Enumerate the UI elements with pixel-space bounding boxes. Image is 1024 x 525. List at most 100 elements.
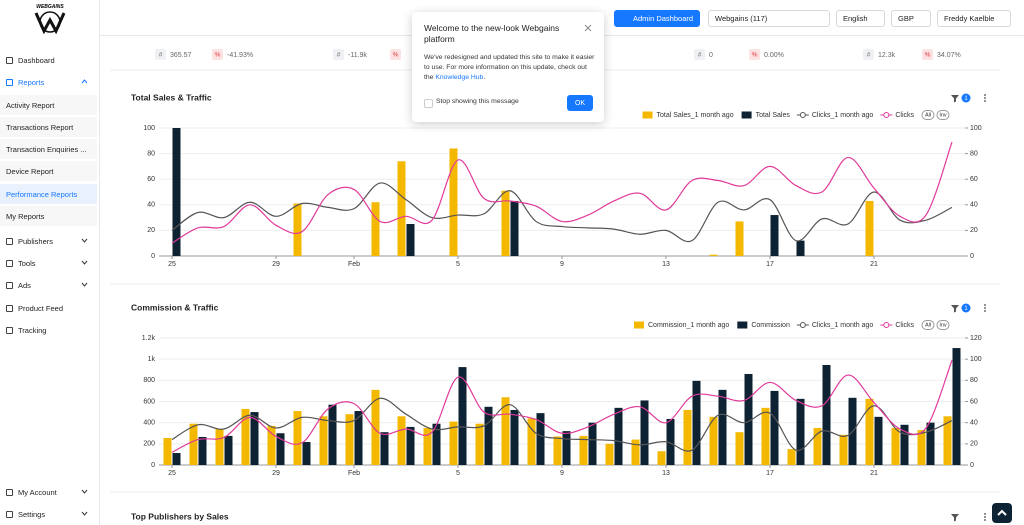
bar <box>874 416 883 465</box>
admin-dashboard-button[interactable]: Admin Dashboard <box>614 10 700 27</box>
stat-icon: % <box>215 52 221 59</box>
legend-label[interactable]: Clicks <box>895 322 914 329</box>
bar <box>735 432 744 465</box>
nav-item[interactable]: Tracking <box>0 320 97 340</box>
select-label: English <box>843 14 868 23</box>
nav-item[interactable]: Ads <box>0 275 97 295</box>
x-tick-label: Feb <box>348 470 360 477</box>
bar <box>657 451 666 465</box>
bar <box>406 426 415 465</box>
legend-swatch <box>799 322 806 328</box>
nav-item[interactable]: Reports <box>0 72 97 92</box>
scroll-top-button[interactable] <box>992 503 1012 523</box>
bar <box>900 424 909 465</box>
bar <box>276 433 285 465</box>
y2-tick-label: 80 <box>970 377 978 384</box>
y2-tick-label: 0 <box>970 462 974 469</box>
select-label: GBP <box>898 14 914 23</box>
language-select[interactable]: English <box>836 10 885 27</box>
stat-value: -41.93% <box>227 52 253 59</box>
popup-checkbox[interactable] <box>424 99 433 108</box>
nav-item[interactable]: Settings <box>0 504 97 524</box>
legend-swatch <box>634 321 644 329</box>
nav-item[interactable]: Product Feed <box>0 298 97 318</box>
nav-subitem[interactable]: Transactions Report <box>0 117 97 137</box>
popup-ok-button[interactable]: OK <box>567 95 593 111</box>
nav-item[interactable]: Dashboard <box>0 50 97 70</box>
legend-label[interactable]: Clicks <box>895 112 914 119</box>
bar <box>484 406 493 465</box>
nav-item[interactable]: Publishers <box>0 231 97 251</box>
account-select[interactable]: Webgains (117) <box>708 10 830 27</box>
x-tick-label: 29 <box>272 261 280 268</box>
stat-value: -11.9k <box>348 52 367 59</box>
x-tick-label: 13 <box>662 261 670 268</box>
popup-link[interactable]: Knowledge Hub <box>435 74 484 81</box>
legend-swatch <box>799 112 806 118</box>
legend-label[interactable]: Commission <box>751 322 790 329</box>
legend-button[interactable] <box>936 320 950 330</box>
legend-label[interactable]: Clicks_1 month ago <box>812 322 874 329</box>
bar <box>172 453 181 465</box>
legend-button[interactable] <box>921 110 935 120</box>
y2-tick-label: 0 <box>970 253 974 260</box>
stat-icon: % <box>925 52 931 59</box>
x-tick-label: 21 <box>870 470 878 477</box>
sidebar: WEBGAINS Dashboard Reports Activity Repo… <box>0 0 100 525</box>
bar <box>744 373 753 465</box>
bar <box>510 200 519 256</box>
currency-select[interactable]: GBP <box>891 10 931 27</box>
nav-label: Performance Reports <box>6 189 78 199</box>
nav-subitem[interactable]: My Reports <box>0 206 97 226</box>
bar <box>718 389 727 465</box>
bar <box>371 202 380 256</box>
bar <box>865 200 874 256</box>
nav-item[interactable]: My Account <box>0 482 97 502</box>
popup-title: Welcome to the new-look Webgains platfor… <box>424 23 560 44</box>
chevron <box>81 238 88 243</box>
bar <box>501 397 510 465</box>
legend-label[interactable]: Total Sales <box>756 112 791 119</box>
legend-button[interactable] <box>936 110 950 120</box>
menu-dot <box>984 94 986 96</box>
bar <box>865 398 874 465</box>
legend-button[interactable] <box>921 320 935 330</box>
legend-swatch <box>883 322 890 328</box>
y2-tick-label: 100 <box>970 356 982 363</box>
bar <box>839 434 848 465</box>
legend-swatch <box>883 112 890 118</box>
logo[interactable]: WEBGAINS <box>30 4 70 35</box>
user-menu[interactable]: Freddy Kaelble <box>937 10 1011 27</box>
bar <box>891 427 900 465</box>
welcome-popup: Welcome to the new-look Webgains platfor… <box>412 12 604 122</box>
select-label: Webgains (117) <box>715 14 768 23</box>
bar <box>683 409 692 465</box>
nav-label: Settings <box>18 509 46 519</box>
bar <box>293 203 302 256</box>
x-tick-label: 17 <box>766 470 774 477</box>
nav-subitem[interactable]: Activity Report <box>0 95 97 115</box>
bar <box>293 411 302 465</box>
nav-subitem[interactable]: Transaction Enquiries ... <box>0 139 97 159</box>
bar <box>952 348 961 465</box>
bar <box>267 425 276 465</box>
bar <box>163 438 172 465</box>
nav-subitem[interactable]: Performance Reports <box>0 184 97 204</box>
legend-swatch <box>642 111 653 119</box>
bar <box>770 215 779 256</box>
nav-label: Tools <box>18 258 36 268</box>
stat-icon: # <box>867 52 871 59</box>
x-tick-label: 29 <box>272 470 280 477</box>
menu-dot <box>984 97 986 99</box>
stat-icon: # <box>698 52 702 59</box>
legend-label[interactable]: Commission_1 month ago <box>648 322 729 329</box>
legend-label[interactable]: Clicks_1 month ago <box>812 112 874 119</box>
nav-item[interactable]: Tools <box>0 253 97 273</box>
bar <box>241 408 250 465</box>
legend-label[interactable]: Total Sales_1 month ago <box>657 112 734 119</box>
nav-subitem[interactable]: Device Report <box>0 161 97 181</box>
popup-close[interactable] <box>584 24 592 32</box>
nav-label: Product Feed <box>18 303 64 313</box>
y2-tick-label: 40 <box>970 420 978 427</box>
